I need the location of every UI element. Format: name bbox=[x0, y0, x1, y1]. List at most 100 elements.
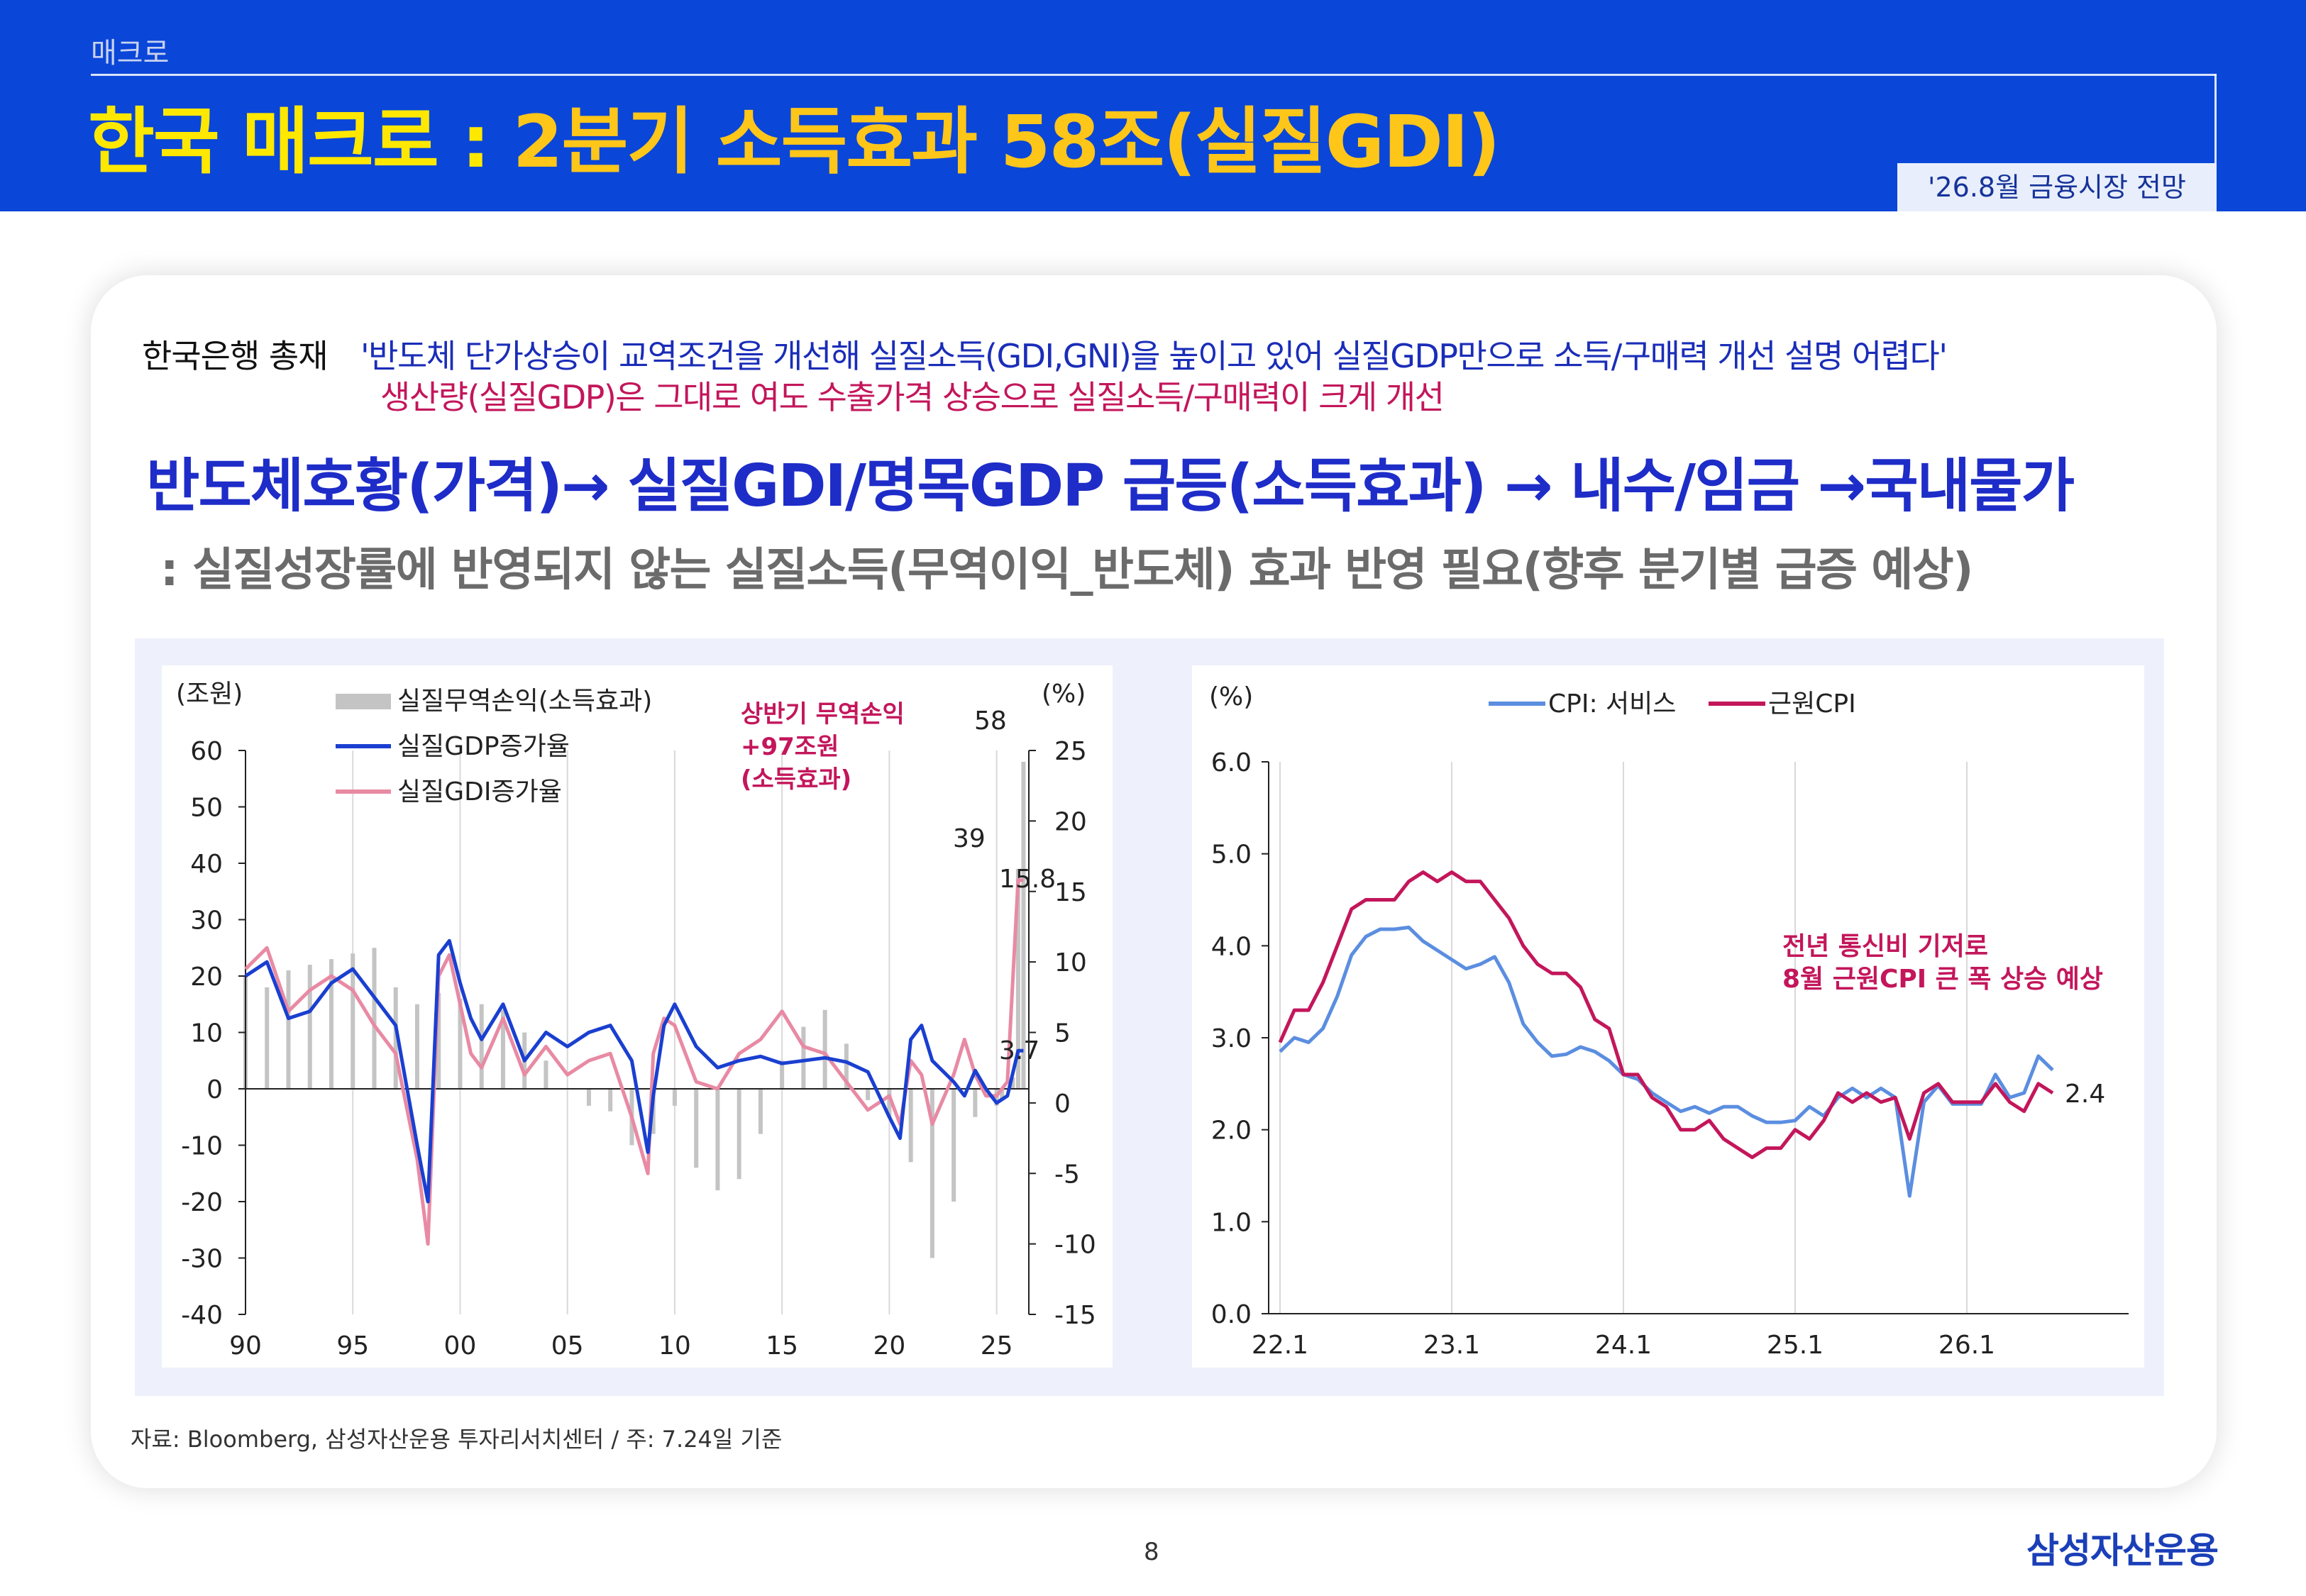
legend-label: CPI: 서비스 bbox=[1548, 689, 1676, 719]
bar-trade-income bbox=[265, 987, 270, 1089]
tick-label-right: -15 bbox=[1054, 1301, 1096, 1330]
tick-label-x: 26.1 bbox=[1938, 1331, 1995, 1360]
tick-label-left: -40 bbox=[181, 1301, 223, 1330]
bar-trade-income bbox=[801, 1026, 806, 1089]
chart-panel-right: 22.1 23.1 24.1 25.1 26.1 6.0 5.0 4.0 3.0 2.0 1.0 0.… bbox=[1192, 665, 2144, 1368]
subheadline: : 실질성장률에 반영되지 않는 실질소득(무역이익_반도체) 효과 반영 필요… bbox=[160, 544, 1973, 597]
annotation-text: +97조원 bbox=[741, 733, 839, 761]
bar-trade-income bbox=[329, 959, 333, 1089]
legend-swatch bbox=[336, 694, 391, 709]
bar-trade-income bbox=[1015, 868, 1020, 1089]
tick-label-y: 5.0 bbox=[1211, 841, 1252, 870]
bar-trade-income bbox=[951, 1089, 956, 1202]
series-line bbox=[1279, 925, 2054, 1198]
data-label: 58 bbox=[974, 706, 1007, 736]
tick-label-y: 1.0 bbox=[1211, 1208, 1252, 1237]
legend-label: 실질GDP증가율 bbox=[397, 732, 570, 761]
headline: 반도체호황(가격)→ 실질GDI/명목GDP 급등(소득효과) → 내수/임금 … bbox=[146, 453, 2075, 520]
bar-trade-income bbox=[973, 1089, 978, 1117]
annotation-text: (소득효과) bbox=[741, 765, 851, 794]
tick-label-x: 25 bbox=[981, 1331, 1013, 1361]
bar-trade-income bbox=[608, 1089, 613, 1112]
tick-label-right: 10 bbox=[1054, 948, 1087, 977]
tick-label-left: 20 bbox=[190, 963, 223, 992]
data-label: 15.8 bbox=[999, 865, 1056, 894]
tick-label-x: 24.1 bbox=[1595, 1331, 1652, 1360]
axis-unit-left: (조원) bbox=[176, 680, 243, 709]
tick-label-left: 50 bbox=[190, 794, 223, 823]
tick-label-left: 10 bbox=[190, 1019, 223, 1048]
bar-trade-income bbox=[544, 1060, 548, 1089]
annotation-text: 상반기 무역손익 bbox=[741, 700, 905, 728]
tick-label-left: -10 bbox=[181, 1132, 223, 1161]
series-line bbox=[244, 938, 1024, 1204]
quote-speaker: 한국은행 총재 bbox=[142, 337, 329, 375]
bar-trade-income bbox=[908, 1089, 913, 1163]
header-divider bbox=[91, 74, 2217, 76]
bar-trade-income bbox=[1000, 1089, 1005, 1100]
chart-panel-left: 60 50 40 30 20 10 0 -10 -20 -30 -40 25 20 15 10 5 0 -5 -10… bbox=[162, 665, 1113, 1368]
bar-trade-income bbox=[458, 998, 463, 1089]
tick-label-x: 25.1 bbox=[1767, 1331, 1824, 1360]
axis-unit-right: (%) bbox=[1042, 680, 1086, 709]
section-label: 매크로 bbox=[91, 37, 170, 70]
cpi-chart: 22.1 23.1 24.1 25.1 26.1 6.0 5.0 4.0 3.0 2.0 1.0 0.… bbox=[1209, 682, 2129, 1360]
page-title: 한국 매크로 : 2분기 소득효과 58조(실질GDI) bbox=[88, 84, 1501, 188]
data-label: 39 bbox=[953, 824, 986, 853]
tick-label-right: 0 bbox=[1054, 1090, 1071, 1119]
bar-trade-income bbox=[737, 1089, 741, 1180]
tick-label-right: 15 bbox=[1054, 878, 1087, 907]
source-note: 자료: Bloomberg, 삼성자산운용 투자리서치센터 / 주: 7.24일… bbox=[131, 1426, 783, 1453]
series-line bbox=[244, 878, 1024, 1246]
bar-trade-income bbox=[844, 1043, 849, 1089]
company-logo: 삼성자산운용 bbox=[2026, 1530, 2219, 1571]
bar-trade-income bbox=[715, 1089, 720, 1191]
bar-trade-income bbox=[694, 1089, 699, 1168]
bar-trade-income bbox=[1010, 1077, 1015, 1089]
tick-label-right: -10 bbox=[1054, 1231, 1096, 1260]
tick-label-left: 40 bbox=[190, 850, 223, 879]
tick-label-x: 15 bbox=[766, 1331, 798, 1361]
data-label: 2.4 bbox=[2065, 1080, 2105, 1109]
bar-trade-income bbox=[500, 1009, 505, 1089]
quote-line-1: '반도체 단가상승이 교역조건을 개선해 실질소득(GDI,GNI)을 높이고 … bbox=[360, 337, 1948, 375]
tick-label-y: 0.0 bbox=[1211, 1300, 1252, 1329]
tick-label-x: 10 bbox=[658, 1331, 691, 1361]
tick-label-x: 05 bbox=[551, 1331, 584, 1361]
annotation-text: 전년 통신비 기저로 bbox=[1782, 932, 1988, 961]
tick-label-y: 3.0 bbox=[1211, 1024, 1252, 1053]
header-bar: 매크로 한국 매크로 : 2분기 소득효과 58조(실질GDI) bbox=[0, 0, 2306, 211]
tick-label-y: 6.0 bbox=[1211, 748, 1252, 777]
tick-label-x: 00 bbox=[444, 1331, 477, 1361]
quote-line-2: 생산량(실질GDP)은 그대로 여도 수출가격 상승으로 실질소득/구매력이 크… bbox=[380, 378, 1445, 416]
bar-trade-income bbox=[351, 953, 355, 1089]
tick-label-left: -20 bbox=[181, 1188, 223, 1217]
page-title-part2: 2분기 소득효과 58조(실질GDI) bbox=[512, 100, 1501, 184]
tick-label-x: 20 bbox=[873, 1331, 905, 1361]
bar-trade-income bbox=[929, 1089, 934, 1258]
tick-label-right: 25 bbox=[1054, 737, 1087, 766]
tick-label-x: 22.1 bbox=[1252, 1331, 1308, 1360]
tick-label-x: 95 bbox=[336, 1331, 369, 1361]
annotation-text: 8월 근원CPI 큰 폭 상승 예상 bbox=[1782, 965, 2103, 994]
bar-trade-income bbox=[780, 1060, 785, 1089]
tick-label-x: 90 bbox=[229, 1331, 262, 1361]
bar-trade-income bbox=[758, 1089, 763, 1134]
bar-trade-income bbox=[1021, 761, 1026, 1089]
page-number: 8 bbox=[1144, 1538, 1159, 1566]
date-badge: '26.8월 금융시장 전망 bbox=[1897, 163, 2217, 211]
bar-trade-income bbox=[436, 992, 441, 1089]
bar-trade-income bbox=[307, 965, 312, 1089]
series-line bbox=[1278, 870, 2054, 1160]
bar-trade-income bbox=[822, 1009, 827, 1089]
tick-label-left: 60 bbox=[190, 737, 223, 766]
tick-label-left: 0 bbox=[206, 1075, 223, 1104]
tick-label-right: -5 bbox=[1054, 1160, 1080, 1189]
bar-trade-income bbox=[586, 1089, 591, 1106]
data-label: 3.7 bbox=[999, 1036, 1039, 1065]
bar-trade-income bbox=[866, 1089, 871, 1100]
tick-label-right: 5 bbox=[1054, 1019, 1071, 1048]
bar-trade-income bbox=[887, 1089, 892, 1117]
header-divider-vertical bbox=[2214, 74, 2217, 165]
tick-label-right: 20 bbox=[1054, 807, 1087, 836]
